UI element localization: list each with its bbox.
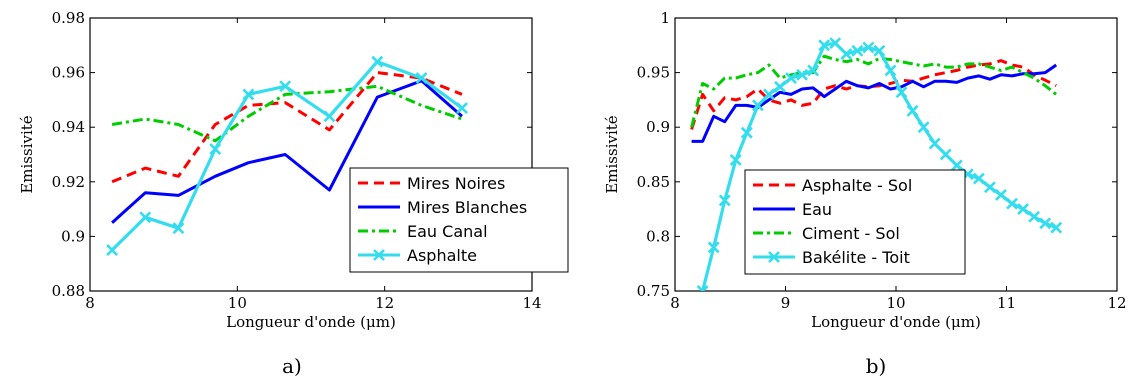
series-point-3 [873, 44, 886, 57]
y-tick-label: 0.9 [646, 118, 670, 136]
series-line-1 [111, 79, 463, 224]
x-tick-label: 8 [670, 294, 680, 312]
series-point-3 [972, 172, 985, 185]
legend-entry-label: Eau [802, 200, 832, 219]
series-point-3 [862, 41, 875, 54]
chart-panel-a: a) 8 10 12 14 0.88 0.9 0.92 0.94 0.96 0.98 Longueu… [18, 9, 569, 378]
series-point-3 [884, 64, 897, 77]
series-point-3 [785, 72, 797, 84]
series-point-3 [807, 64, 820, 77]
x-tick-label: 12 [1107, 294, 1126, 312]
series-point-3 [242, 88, 255, 101]
series-point-3 [984, 181, 996, 194]
x-tick-label: 10 [228, 294, 247, 312]
x-axis-label: Longueur d'onde (μm) [226, 313, 396, 331]
series-point-3 [818, 39, 831, 52]
series-point-3 [763, 88, 775, 101]
series-point-3 [106, 244, 119, 256]
series-point-3 [1006, 197, 1018, 210]
series-point-3 [415, 72, 428, 84]
series-point-3 [950, 159, 963, 172]
series-point-3 [371, 55, 384, 68]
y-axis-label: Emissivité [603, 115, 621, 193]
series-group [106, 55, 468, 256]
series-point-3 [774, 80, 786, 93]
series-point-3 [279, 80, 292, 93]
x-tick-label: 11 [997, 294, 1016, 312]
series-point-3 [1028, 210, 1041, 223]
series-point-3 [928, 137, 941, 150]
y-tick-label: 0.96 [52, 64, 85, 82]
legend: Mires Noires Mires Blanches Eau Canal Aspha… [349, 167, 569, 273]
x-axis-label: Longueur d'onde (μm) [811, 313, 981, 331]
series-point-3 [751, 99, 764, 112]
series-point-3 [139, 211, 152, 224]
series-point-3 [796, 68, 808, 81]
legend-entry-label: Asphalte - Sol [802, 176, 912, 195]
legend-entry-label: Mires Noires [407, 174, 505, 193]
y-tick-label: 0.98 [52, 9, 85, 27]
series-line-0 [111, 71, 463, 184]
series-point-3 [917, 121, 930, 134]
series-point-3 [1050, 221, 1063, 234]
series-point-3 [995, 188, 1007, 201]
plot-frame [89, 17, 533, 292]
y-tick-label: 0.88 [52, 282, 85, 300]
y-tick-label: 0.75 [637, 282, 670, 300]
panel-label-a: a) [282, 354, 302, 378]
series-point-3 [456, 102, 468, 115]
series-point-3 [829, 37, 842, 50]
legend: Asphalte - Sol Eau Ciment - Sol Bakélite - … [744, 169, 966, 275]
x-tick-label: 8 [85, 294, 95, 312]
legend-entry-label: Eau Canal [407, 222, 488, 241]
series-point-3 [851, 44, 864, 57]
legend-entry-label: Mires Blanches [407, 198, 527, 217]
series-point-3 [209, 143, 222, 155]
series-line-2 [111, 84, 463, 143]
series-point-3 [172, 222, 185, 235]
series-point-3 [718, 194, 731, 207]
series-point-3 [696, 285, 709, 291]
legend-entry-label: Asphalte [407, 246, 477, 265]
series-point-3 [895, 86, 908, 99]
x-tick-label: 12 [375, 294, 394, 312]
y-tick-label: 0.85 [637, 173, 670, 191]
series-point-3 [323, 110, 336, 123]
series-group [690, 37, 1063, 291]
series-line-2 [690, 54, 1058, 128]
series-point-3 [707, 241, 720, 254]
series-point-3 [1039, 217, 1052, 230]
y-tick-label: 0.8 [646, 227, 670, 245]
panel-label-b: b) [866, 354, 887, 378]
series-point-3 [740, 126, 753, 139]
series-point-3 [729, 154, 742, 166]
series-point-3 [1017, 203, 1029, 216]
y-tick-label: 1 [660, 9, 670, 27]
y-tick-label: 0.9 [61, 227, 85, 245]
series-point-3 [840, 48, 853, 60]
y-tick-label: 0.92 [52, 173, 85, 191]
series-point-3 [906, 104, 919, 117]
y-tick-label: 0.94 [52, 118, 85, 136]
legend-entry-label: Bakélite - Toit [802, 248, 910, 267]
x-tick-label: 14 [522, 294, 541, 312]
x-tick-label: 10 [886, 294, 905, 312]
series-line-1 [691, 63, 1058, 143]
y-axis-label: Emissivité [18, 115, 36, 193]
chart-panel-b: b) 8 9 10 11 12 0.75 0.8 0.85 0.9 0.95 1 Longueur d… [603, 9, 1127, 378]
x-tick-label: 9 [781, 294, 791, 312]
y-tick-label: 0.95 [637, 64, 670, 82]
series-point-3 [939, 148, 952, 161]
legend-entry-label: Ciment - Sol [802, 224, 900, 243]
series-line-3 [110, 60, 463, 252]
